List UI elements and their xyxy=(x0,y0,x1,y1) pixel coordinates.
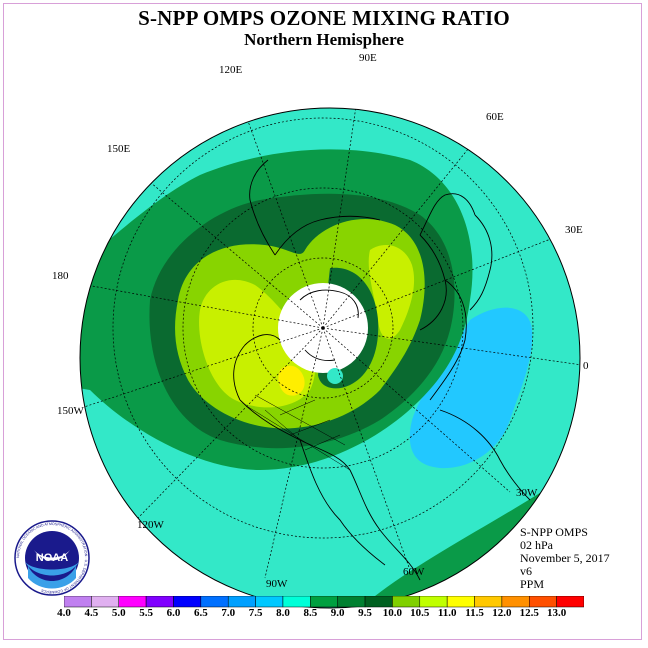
noaa-logo-text: NOAA xyxy=(36,552,68,564)
colorbar-swatch xyxy=(310,596,338,608)
lon-label-150w: 150W xyxy=(57,405,84,417)
colorbar-tick-label: 10.5 xyxy=(410,607,430,619)
colorbar-tick-label: 7.5 xyxy=(248,607,263,619)
lon-label-30w: 30W xyxy=(516,487,538,499)
info-instrument: S-NPP OMPS xyxy=(520,525,588,539)
colorbar-swatch xyxy=(200,596,229,608)
colorbar-tick-label: 13.0 xyxy=(547,607,567,619)
coastlines xyxy=(233,159,531,581)
colorbar-swatch xyxy=(91,596,119,608)
colorbar-tick-label: 11.0 xyxy=(437,607,457,619)
info-date: November 5, 2017 xyxy=(520,551,610,565)
colorbar-tick-label: 12.5 xyxy=(519,607,539,619)
lon-label-120w: 120W xyxy=(137,519,164,531)
colorbar-swatch xyxy=(556,596,584,608)
colorbar-tick-label: 9.0 xyxy=(330,607,345,619)
info-units: PPM xyxy=(520,577,545,591)
lon-label-60e: 60E xyxy=(486,111,504,123)
state-lines xyxy=(244,394,351,471)
colorbar xyxy=(64,596,584,608)
colorbar-tick-label: 8.0 xyxy=(276,607,290,619)
colorbar-tick-label: 9.5 xyxy=(358,607,372,619)
info-version: v6 xyxy=(520,564,532,578)
lon-label-150e: 150E xyxy=(107,143,131,155)
colorbar-swatch xyxy=(255,596,284,608)
lon-label-60w: 60W xyxy=(403,566,425,578)
map-title: S-NPP OMPS OZONE MIXING RATIO xyxy=(138,6,510,30)
colorbar-tick-label: 5.0 xyxy=(111,607,126,619)
colorbar-swatch xyxy=(501,596,530,608)
colorbar-swatch xyxy=(419,596,448,608)
colorbar-tick-label: 6.5 xyxy=(193,607,208,619)
colorbar-tick-label: 6.0 xyxy=(166,607,181,619)
product-info: S-NPP OMPS 02 hPa November 5, 2017 v6 PP… xyxy=(520,526,610,591)
colorbar-swatch xyxy=(392,596,421,608)
lon-label-30e: 30E xyxy=(565,224,583,236)
colorbar-swatch xyxy=(337,596,366,608)
graticule xyxy=(80,108,580,579)
polar-cyan-spot xyxy=(327,368,343,384)
ozone-band-10-0-east xyxy=(368,245,415,339)
colorbar-swatch xyxy=(364,596,393,608)
lon-label-180: 180 xyxy=(52,270,69,282)
noaa-logo: NOAA NATIONAL OCEANIC AND ATMOSPHERIC AD… xyxy=(14,520,90,596)
colorbar-swatch xyxy=(446,596,475,608)
ozone-band-10-5 xyxy=(278,365,305,396)
colorbar-tick-label: 4.0 xyxy=(57,607,71,619)
colorbar-tick-label: 10.0 xyxy=(382,607,403,619)
colorbar-tick-label: 11.5 xyxy=(465,607,484,619)
colorbar-tick-label: 12.0 xyxy=(492,607,512,619)
colorbar-swatch xyxy=(173,596,202,608)
colorbar-tick-label: 8.5 xyxy=(303,607,318,619)
colorbar-swatch xyxy=(529,596,557,608)
ozone-band-8-5-west xyxy=(80,170,130,225)
lon-label-90w: 90W xyxy=(266,578,288,590)
colorbar-swatch xyxy=(474,596,503,608)
colorbar-swatch xyxy=(227,596,256,608)
ozone-field xyxy=(80,108,580,608)
colorbar-swatch xyxy=(282,596,311,608)
colorbar-tick-label: 7.0 xyxy=(221,607,236,619)
low-ozone-region xyxy=(409,307,533,469)
colorbar-swatch xyxy=(64,596,92,608)
colorbar-swatch xyxy=(118,596,147,608)
colorbar-tick-label: 5.5 xyxy=(139,607,153,619)
info-level: 02 hPa xyxy=(520,538,553,552)
figure-frame xyxy=(3,3,642,640)
colorbar-swatch xyxy=(145,596,174,608)
map-subtitle: Northern Hemisphere xyxy=(244,30,404,49)
lon-label-90e: 90E xyxy=(359,52,377,64)
map-boundary xyxy=(79,107,581,609)
colorbar-tick-label: 4.5 xyxy=(84,607,99,619)
lon-label-120e: 120E xyxy=(219,64,243,76)
lon-label-0: 0 xyxy=(583,360,589,372)
